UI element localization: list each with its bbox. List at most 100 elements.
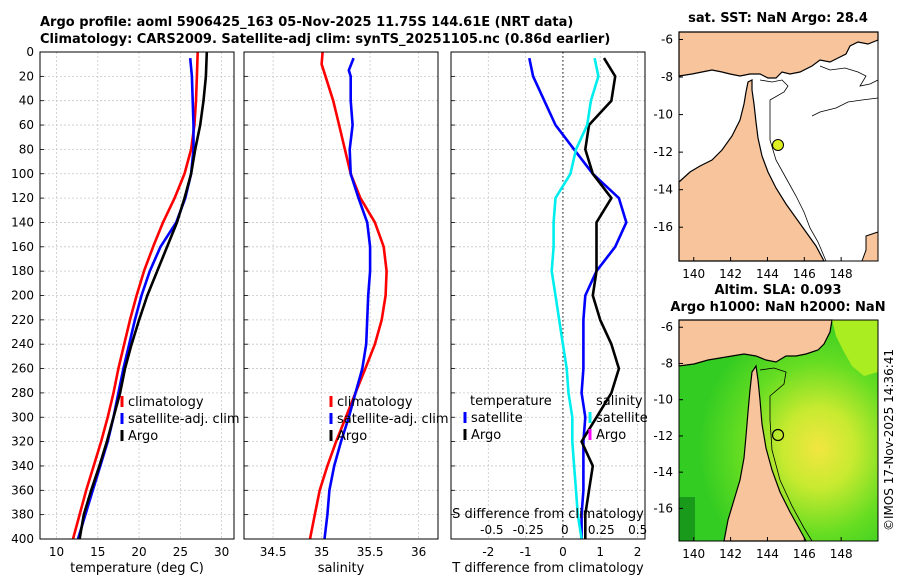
x-tick-label: 25 xyxy=(173,545,188,559)
sla-argo-marker xyxy=(771,428,785,442)
imos-watermark: ©IMOS 17-Nov-2025 14:36:41 xyxy=(882,349,896,531)
y-tick-label: 100 xyxy=(11,167,34,181)
map-x-tick-label: 140 xyxy=(682,267,705,281)
series-line-climatology xyxy=(308,51,388,540)
sst-map-panel: sat. SST: NaN Argo: 28.4 -6 -8 -10 -12 -14 -1… xyxy=(653,11,879,281)
y-tick-label: 400 xyxy=(11,532,34,546)
x-tick-label: 2 xyxy=(634,545,642,559)
x-tick-label: 20 xyxy=(131,545,146,559)
sla-map-title-2: Argo h1000: NaN h2000: NaN xyxy=(670,300,885,315)
y-tick-label: 20 xyxy=(19,69,34,83)
y-tick-label: 160 xyxy=(11,240,34,254)
temperature-axes: 0 20 40 60 80 100 120 140 160 180 200 220 240 260 280 3… xyxy=(11,45,240,576)
top-tick-label: -0.25 xyxy=(513,523,544,537)
x-tick-label: -2 xyxy=(482,545,494,559)
temp-legend-label: Argo xyxy=(128,429,158,444)
y-tick-label: 0 xyxy=(26,45,34,59)
map-x-tick-label: 148 xyxy=(830,267,853,281)
map-y-tick-label: -10 xyxy=(653,108,673,122)
x-axis-label: T difference from climatology xyxy=(451,561,644,576)
sst-map-isobath xyxy=(759,65,879,262)
sla-map-land-capeyork xyxy=(723,364,808,542)
map-x-tick-label: 146 xyxy=(793,547,816,561)
y-tick-label: 200 xyxy=(11,289,34,303)
sal-legend-label: Argo xyxy=(337,429,367,444)
map-x-tick-label: 148 xyxy=(830,547,853,561)
diff-legend-t-label: Argo xyxy=(471,428,501,443)
plot-title-line1: Argo profile: aoml 5906425_163 05-Nov-20… xyxy=(40,15,574,30)
sla-map-isobath xyxy=(759,367,813,542)
sla-map-ticks: -6 -8 -10 -12 -14 -16 140 142 144 146 148 xyxy=(653,320,852,561)
sst-map-land-north xyxy=(678,31,879,79)
sst-map-title: sat. SST: NaN Argo: 28.4 xyxy=(688,11,868,26)
axes-frame xyxy=(243,51,439,540)
map-y-tick-label: -14 xyxy=(653,465,673,479)
x-tick-label: 1 xyxy=(596,545,604,559)
map-x-tick-label: 142 xyxy=(719,267,742,281)
x-tick-label: 0 xyxy=(559,545,567,559)
map-y-tick-label: -16 xyxy=(653,220,673,234)
x-axis-label: temperature (deg C) xyxy=(70,561,204,576)
map-y-tick-label: -12 xyxy=(653,145,673,159)
sla-map-title-1: Altim. SLA: 0.093 xyxy=(715,283,842,298)
y-tick-label: 40 xyxy=(19,94,34,108)
map-y-tick-label: -10 xyxy=(653,393,673,407)
sst-map-land-capeyork xyxy=(678,79,825,262)
sla-map-ocean-east xyxy=(832,320,878,376)
x-tick-label: 34.5 xyxy=(260,545,287,559)
map-y-tick-label: -16 xyxy=(653,501,673,515)
sst-map-ticks: -6 -8 -10 -12 -14 -16 140 142 144 146 148 xyxy=(653,33,852,281)
axes-frame xyxy=(450,51,646,540)
x-tick-label: 35.5 xyxy=(357,545,384,559)
top-tick-label: 0 xyxy=(561,523,569,537)
sla-map-panel: Altim. SLA: 0.093 Argo h1000: NaN h2000:… xyxy=(653,283,885,561)
map-y-tick-label: -6 xyxy=(661,33,673,47)
sla-map-land-north xyxy=(678,319,833,367)
axes-frame xyxy=(39,51,235,540)
x-tick-label: 10 xyxy=(49,545,64,559)
x-tick-label: 35 xyxy=(314,545,329,559)
y-tick-label: 300 xyxy=(11,410,34,424)
salinity-axes: 34.5 35 35.5 36 salinity climatology satellite… xyxy=(243,51,449,576)
map-y-tick-label: -8 xyxy=(661,356,673,370)
y-tick-label: 240 xyxy=(11,337,34,351)
sst-argo-marker xyxy=(772,139,784,151)
x-tick-label: 30 xyxy=(214,545,229,559)
y-tick-label: 180 xyxy=(11,264,34,278)
map-x-tick-label: 140 xyxy=(682,547,705,561)
map-y-tick-label: -6 xyxy=(661,320,673,334)
map-x-tick-label: 142 xyxy=(719,547,742,561)
difference-axes: -2 -1 0 1 2 T difference from climatology temp… xyxy=(450,51,648,576)
map-x-tick-label: 144 xyxy=(756,267,779,281)
y-tick-label: 60 xyxy=(19,118,34,132)
x-axis-label: salinity xyxy=(318,561,365,576)
y-tick-label: 120 xyxy=(11,191,34,205)
map-x-tick-label: 146 xyxy=(793,267,816,281)
y-tick-label: 80 xyxy=(19,142,34,156)
sal-legend-label: climatology xyxy=(337,395,413,410)
y-tick-label: 220 xyxy=(11,313,34,327)
plot-title-line2: Climatology: CARS2009. Satellite-adj cli… xyxy=(40,32,611,47)
top-tick-label: -0.5 xyxy=(480,523,503,537)
map-y-tick-label: -12 xyxy=(653,429,673,443)
y-tick-label: 360 xyxy=(11,483,34,497)
diff-legend-s-label: Argo xyxy=(596,428,626,443)
x-tick-label: -1 xyxy=(520,545,532,559)
series-line-s-satellite xyxy=(550,57,600,540)
y-tick-label: 340 xyxy=(11,459,34,473)
series-line-t-satellite xyxy=(528,57,628,539)
top-tick-label: 0.25 xyxy=(588,523,615,537)
series-line-satellite-adj-clim xyxy=(323,57,372,540)
sst-map-frame xyxy=(678,31,879,262)
series-line-t-argo xyxy=(580,57,621,539)
x-tick-label: 15 xyxy=(90,545,105,559)
y-tick-label: 140 xyxy=(11,215,34,229)
y-tick-label: 260 xyxy=(11,362,34,376)
top-axis-label: S difference from climatology xyxy=(452,507,644,522)
temp-legend-label: climatology xyxy=(128,395,204,410)
diff-legend-s-label: satellite xyxy=(596,411,648,426)
x-tick-label: 36 xyxy=(411,545,426,559)
y-tick-label: 280 xyxy=(11,386,34,400)
sla-map-frame xyxy=(678,319,879,542)
